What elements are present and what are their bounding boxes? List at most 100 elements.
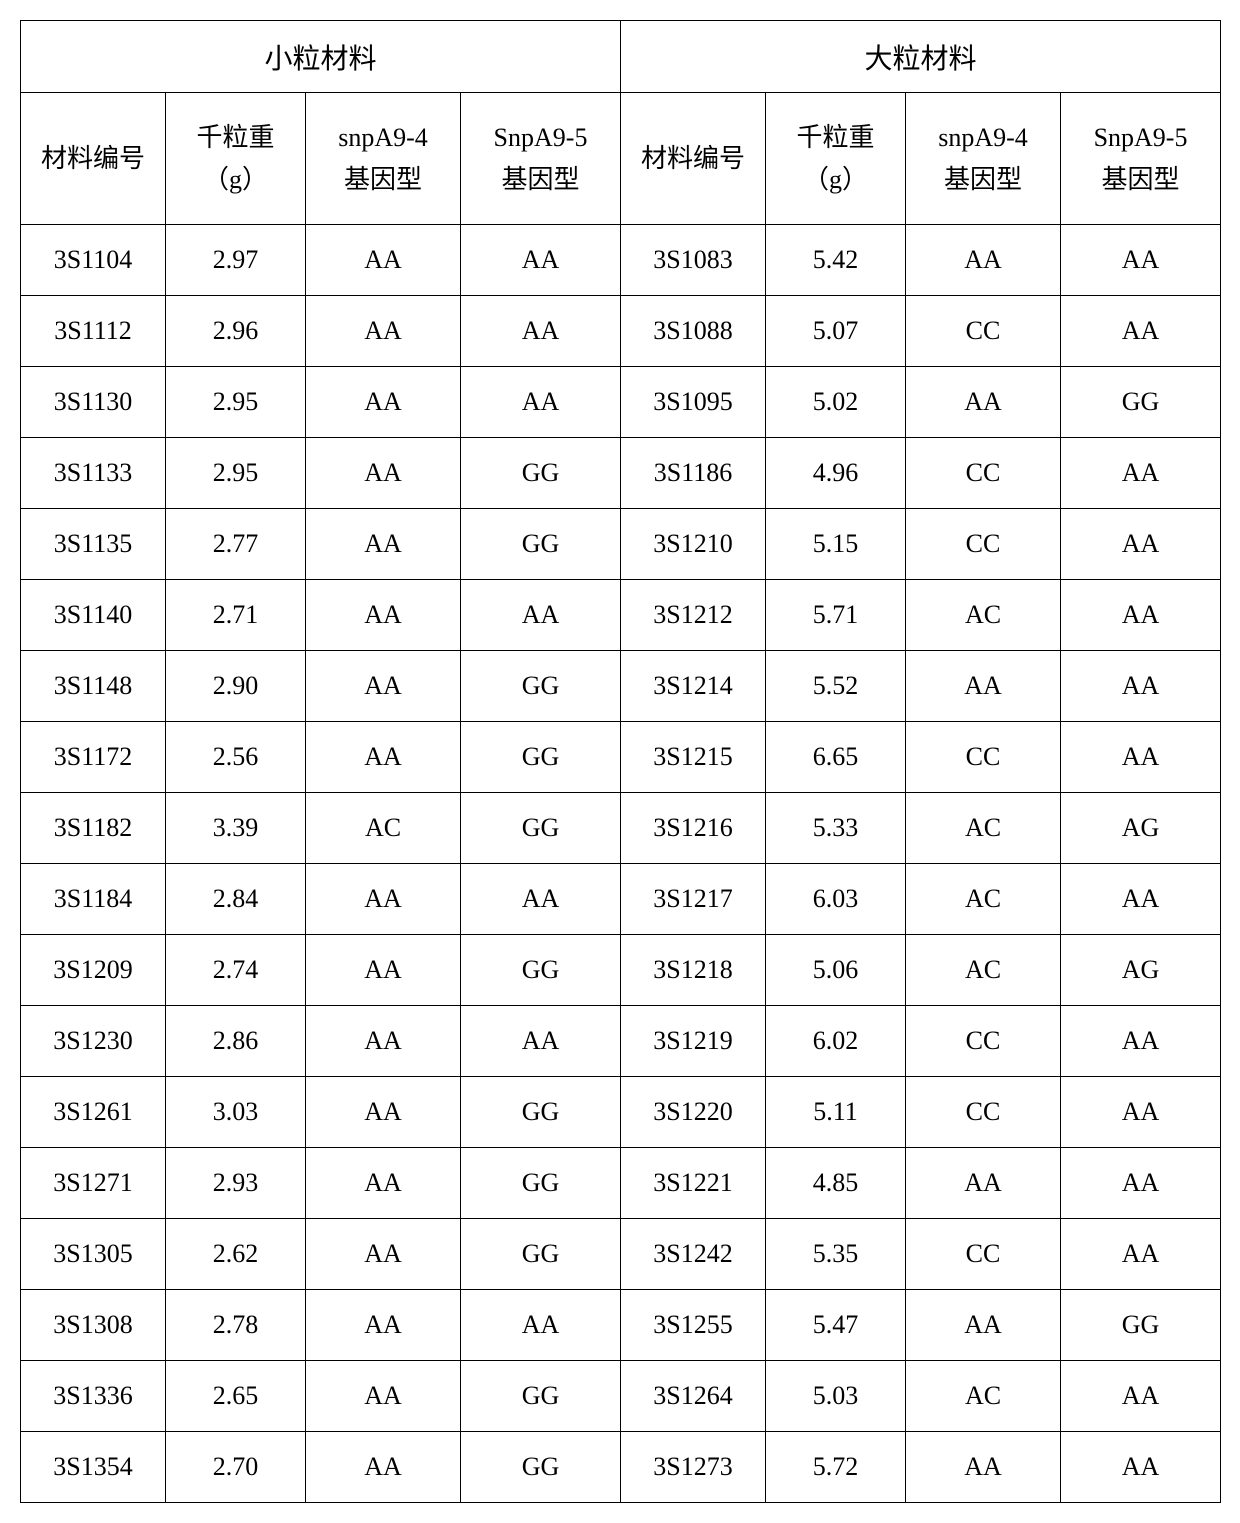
cell-weight-left: 2.62 <box>166 1219 306 1290</box>
cell-snp5-left: AA <box>461 367 621 438</box>
cell-snp5-left: GG <box>461 651 621 722</box>
cell-id-left: 3S1172 <box>21 722 166 793</box>
cell-snp5-right: AA <box>1061 509 1221 580</box>
cell-weight-left: 2.71 <box>166 580 306 651</box>
cell-weight-left: 2.95 <box>166 367 306 438</box>
cell-snp5-left: AA <box>461 225 621 296</box>
cell-weight-right: 6.65 <box>766 722 906 793</box>
table-row: 3S13362.65AAGG3S12645.03ACAA <box>21 1361 1221 1432</box>
cell-id-left: 3S1130 <box>21 367 166 438</box>
group-header-large: 大粒材料 <box>621 21 1221 93</box>
cell-weight-left: 2.93 <box>166 1148 306 1219</box>
cell-snp5-right: AA <box>1061 1006 1221 1077</box>
cell-snp4-right: CC <box>906 438 1061 509</box>
cell-weight-left: 2.56 <box>166 722 306 793</box>
cell-snp4-right: AA <box>906 1148 1061 1219</box>
cell-id-right: 3S1214 <box>621 651 766 722</box>
cell-weight-left: 3.39 <box>166 793 306 864</box>
table-body: 3S11042.97AAAA3S10835.42AAAA3S11122.96AA… <box>21 225 1221 1503</box>
table-row: 3S11722.56AAGG3S12156.65CCAA <box>21 722 1221 793</box>
table-row: 3S13052.62AAGG3S12425.35CCAA <box>21 1219 1221 1290</box>
cell-weight-right: 5.06 <box>766 935 906 1006</box>
cell-id-left: 3S1135 <box>21 509 166 580</box>
group-header-row: 小粒材料 大粒材料 <box>21 21 1221 93</box>
cell-snp5-left: GG <box>461 935 621 1006</box>
cell-snp5-right: AA <box>1061 296 1221 367</box>
cell-snp4-left: AA <box>306 1148 461 1219</box>
table-row: 3S11823.39ACGG3S12165.33ACAG <box>21 793 1221 864</box>
cell-snp4-left: AA <box>306 722 461 793</box>
cell-snp5-right: AA <box>1061 1077 1221 1148</box>
weight-label-line1: 千粒重 <box>196 123 274 152</box>
cell-snp4-left: AA <box>306 651 461 722</box>
cell-snp5-right: AA <box>1061 864 1221 935</box>
snp5-label-line2: 基因型 <box>1102 165 1180 194</box>
cell-snp4-left: AA <box>306 1077 461 1148</box>
cell-weight-right: 5.47 <box>766 1290 906 1361</box>
snp4-label-line2: 基因型 <box>344 165 422 194</box>
cell-weight-left: 2.96 <box>166 296 306 367</box>
cell-snp5-right: AA <box>1061 580 1221 651</box>
weight-label-line2: （g） <box>803 165 868 194</box>
cell-snp4-left: AA <box>306 296 461 367</box>
cell-snp5-right: GG <box>1061 1290 1221 1361</box>
col-header-snp5-left: SnpA9-5 基因型 <box>461 93 621 225</box>
cell-snp5-left: AA <box>461 580 621 651</box>
cell-id-left: 3S1140 <box>21 580 166 651</box>
cell-snp4-left: AA <box>306 935 461 1006</box>
cell-id-left: 3S1104 <box>21 225 166 296</box>
cell-weight-right: 5.03 <box>766 1361 906 1432</box>
cell-id-left: 3S1133 <box>21 438 166 509</box>
cell-id-right: 3S1088 <box>621 296 766 367</box>
cell-id-left: 3S1336 <box>21 1361 166 1432</box>
cell-snp5-right: AG <box>1061 935 1221 1006</box>
cell-weight-left: 2.90 <box>166 651 306 722</box>
cell-id-right: 3S1255 <box>621 1290 766 1361</box>
cell-id-left: 3S1148 <box>21 651 166 722</box>
col-header-weight-left: 千粒重 （g） <box>166 93 306 225</box>
cell-id-right: 3S1218 <box>621 935 766 1006</box>
cell-snp5-left: GG <box>461 1361 621 1432</box>
cell-snp4-right: AA <box>906 225 1061 296</box>
cell-weight-right: 5.42 <box>766 225 906 296</box>
cell-snp4-right: CC <box>906 1006 1061 1077</box>
cell-snp4-left: AA <box>306 509 461 580</box>
cell-snp4-left: AA <box>306 1290 461 1361</box>
cell-snp5-left: AA <box>461 1290 621 1361</box>
cell-id-left: 3S1305 <box>21 1219 166 1290</box>
cell-snp5-right: AA <box>1061 1361 1221 1432</box>
cell-snp4-right: AC <box>906 580 1061 651</box>
cell-id-right: 3S1186 <box>621 438 766 509</box>
cell-id-right: 3S1217 <box>621 864 766 935</box>
cell-weight-right: 5.15 <box>766 509 906 580</box>
cell-id-right: 3S1221 <box>621 1148 766 1219</box>
cell-weight-right: 6.02 <box>766 1006 906 1077</box>
cell-weight-right: 5.02 <box>766 367 906 438</box>
cell-snp5-left: GG <box>461 793 621 864</box>
cell-id-left: 3S1182 <box>21 793 166 864</box>
cell-id-left: 3S1112 <box>21 296 166 367</box>
cell-id-left: 3S1308 <box>21 1290 166 1361</box>
table-row: 3S12302.86AAAA3S12196.02CCAA <box>21 1006 1221 1077</box>
cell-snp5-right: AA <box>1061 438 1221 509</box>
cell-snp5-left: GG <box>461 722 621 793</box>
table-row: 3S12092.74AAGG3S12185.06ACAG <box>21 935 1221 1006</box>
cell-snp4-right: CC <box>906 1077 1061 1148</box>
cell-weight-right: 5.07 <box>766 296 906 367</box>
cell-snp5-right: AA <box>1061 1432 1221 1503</box>
table-row: 3S11352.77AAGG3S12105.15CCAA <box>21 509 1221 580</box>
cell-snp5-left: GG <box>461 509 621 580</box>
cell-snp5-right: AA <box>1061 722 1221 793</box>
cell-id-left: 3S1184 <box>21 864 166 935</box>
cell-weight-left: 2.70 <box>166 1432 306 1503</box>
col-header-snp4-left: snpA9-4 基因型 <box>306 93 461 225</box>
cell-weight-right: 4.85 <box>766 1148 906 1219</box>
cell-snp5-right: GG <box>1061 367 1221 438</box>
cell-weight-left: 2.77 <box>166 509 306 580</box>
cell-snp5-left: GG <box>461 438 621 509</box>
cell-snp4-left: AA <box>306 1219 461 1290</box>
table-row: 3S13082.78AAAA3S12555.47AAGG <box>21 1290 1221 1361</box>
cell-snp4-left: AA <box>306 225 461 296</box>
cell-snp5-left: GG <box>461 1432 621 1503</box>
cell-weight-right: 5.71 <box>766 580 906 651</box>
